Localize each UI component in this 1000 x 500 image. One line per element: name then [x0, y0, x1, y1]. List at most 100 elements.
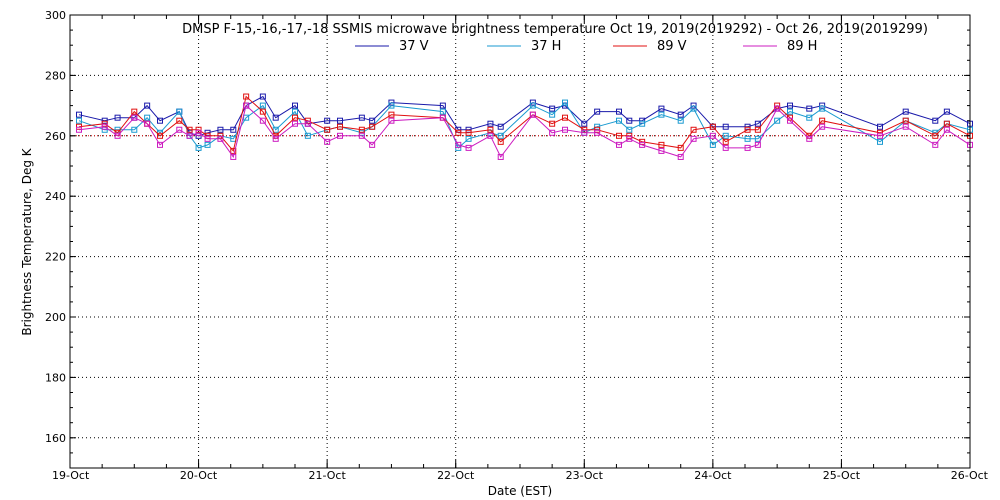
data-point — [932, 117, 939, 124]
data-point — [76, 126, 82, 133]
data-point — [157, 141, 163, 148]
data-point — [549, 129, 556, 136]
data-point — [744, 126, 751, 133]
data-point — [744, 135, 751, 142]
data-point — [259, 102, 266, 109]
data-point — [114, 114, 121, 121]
x-tick-label: 20-Oct — [180, 469, 218, 482]
data-point — [626, 135, 633, 142]
data-point — [324, 138, 331, 145]
data-point — [358, 132, 365, 139]
y-tick-label: 180 — [45, 371, 66, 384]
data-point — [186, 132, 193, 139]
data-point — [819, 117, 826, 124]
data-point — [76, 111, 82, 118]
data-point — [877, 123, 883, 130]
data-point — [639, 120, 646, 127]
data-point — [186, 126, 193, 133]
data-point — [722, 144, 729, 151]
data-point — [943, 126, 950, 133]
data-point — [358, 114, 365, 121]
data-point — [616, 141, 622, 148]
data-point — [497, 138, 504, 145]
y-tick-label: 280 — [45, 69, 66, 82]
data-point — [76, 123, 82, 130]
data-point — [259, 117, 266, 124]
data-point — [497, 132, 504, 139]
y-axis-ticks: 160 180 200 220 240 260 280 300 — [45, 9, 970, 469]
legend-label: 37 H — [531, 39, 561, 54]
data-point — [465, 135, 472, 142]
data-point — [259, 93, 266, 100]
data-point — [369, 123, 376, 130]
data-point — [594, 126, 601, 133]
data-point — [217, 135, 224, 142]
data-point — [562, 126, 568, 133]
data-point — [626, 126, 633, 133]
data-point — [744, 144, 751, 151]
data-point — [292, 114, 298, 121]
data-point — [324, 117, 331, 124]
data-point — [272, 135, 279, 142]
y-axis-label: Brightness Temperature, Deg K — [20, 147, 34, 335]
data-point — [549, 105, 556, 112]
data-point — [658, 147, 665, 154]
data-point — [902, 117, 909, 124]
data-point — [157, 117, 163, 124]
data-point — [337, 123, 343, 130]
data-point — [616, 132, 622, 139]
legend-label: 89 V — [657, 39, 687, 54]
data-point — [304, 120, 311, 127]
series-89-v — [76, 93, 973, 154]
x-tick-label: 24-Oct — [694, 469, 732, 482]
data-point — [439, 102, 446, 109]
data-point — [131, 126, 138, 133]
data-point — [465, 126, 472, 133]
chart-title: DMSP F-15,-16,-17,-18 SSMIS microwave br… — [182, 22, 928, 37]
data-point — [195, 129, 202, 136]
data-point — [774, 117, 781, 124]
data-point — [529, 102, 536, 109]
data-point — [144, 114, 151, 121]
data-point — [754, 141, 761, 148]
x-tick-label: 26-Oct — [951, 469, 989, 482]
x-tick-label: 22-Oct — [437, 469, 475, 482]
x-axis-ticks: 19-Oct 20-Oct 21-Oct 22-Oct 23-Oct 24-Oct 25-O… — [52, 15, 989, 482]
data-point — [195, 144, 202, 151]
series-line — [78, 95, 971, 152]
data-point — [677, 153, 684, 160]
data-point — [114, 132, 121, 139]
data-point — [709, 141, 716, 148]
data-point — [819, 105, 826, 112]
data-point — [754, 135, 761, 142]
series-37-v — [76, 93, 973, 139]
data-point — [690, 126, 697, 133]
data-point — [497, 153, 504, 160]
data-point — [722, 132, 729, 139]
data-point — [549, 120, 556, 127]
data-point — [101, 123, 108, 130]
data-point — [465, 144, 472, 151]
data-point — [932, 141, 939, 148]
data-point — [877, 132, 883, 139]
legend-label: 37 V — [399, 39, 429, 54]
legend: 37 V 37 H 89 V 89 H — [355, 39, 817, 54]
data-point — [439, 114, 446, 121]
data-point — [744, 123, 751, 130]
data-point — [932, 132, 939, 139]
data-point — [243, 93, 250, 100]
data-point — [487, 132, 494, 139]
legend-label: 89 H — [787, 39, 817, 54]
x-tick-label: 21-Oct — [308, 469, 346, 482]
data-point — [594, 129, 601, 136]
data-point — [658, 111, 665, 118]
data-point — [616, 108, 622, 115]
data-point — [677, 144, 684, 151]
series-group — [76, 93, 973, 160]
data-point — [581, 129, 588, 136]
data-point — [787, 117, 793, 124]
y-tick-label: 260 — [45, 130, 66, 143]
data-point — [487, 126, 494, 133]
data-point — [369, 141, 376, 148]
